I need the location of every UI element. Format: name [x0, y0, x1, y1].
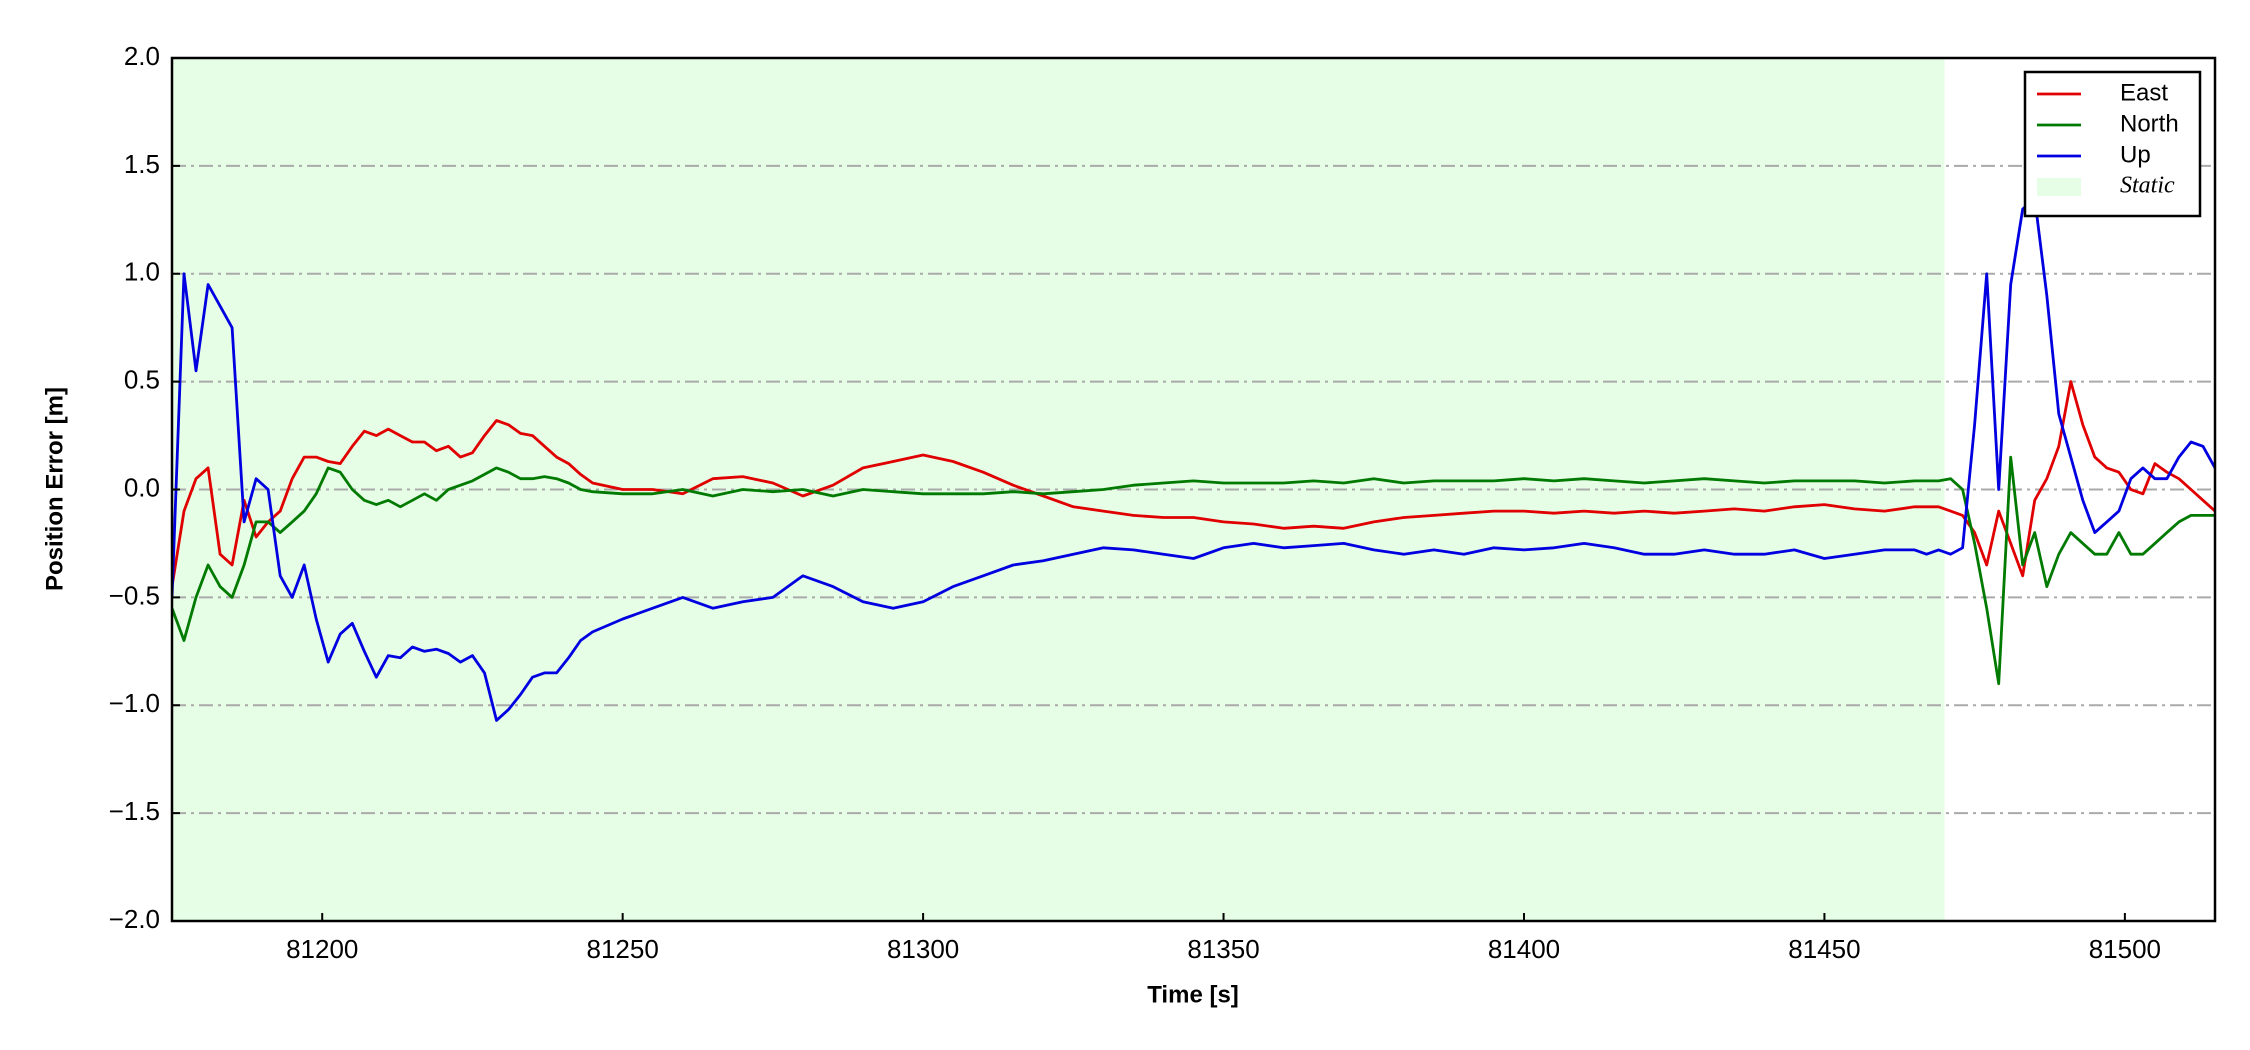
legend-text: Static [2120, 173, 2175, 199]
axes: −2.0 −1.5 −1.0 −0.5 0.0 0.5 1.0 1.5 2.0 81200 8125… [109, 41, 2161, 964]
y-tick-label: 1.0 [124, 257, 160, 287]
legend: East North Up Static [2023, 70, 2202, 218]
y-tick-label: −1.0 [109, 688, 160, 718]
y-tick-label: 1.5 [124, 149, 160, 179]
x-tick-label: 81350 [1187, 934, 1259, 964]
lines [172, 196, 2215, 722]
x-tick-label: 81200 [286, 934, 358, 964]
x-axis-label: Time [s] [1147, 981, 1239, 1008]
y-tick-label: 0.5 [124, 365, 160, 395]
x-tick-label: 81250 [587, 934, 659, 964]
legend-text: East [2120, 79, 2168, 106]
legend-text: Up [2120, 141, 2151, 168]
series-line [172, 196, 2215, 722]
y-tick-label: −1.5 [109, 796, 160, 826]
y-tick-label: −0.5 [109, 580, 160, 610]
y-axis-label: Position Error [m] [41, 387, 68, 591]
x-tick-label: 81500 [2089, 934, 2161, 964]
legend-text: North [2120, 110, 2179, 137]
x-tick-label: 81300 [887, 934, 959, 964]
legend-patch [2037, 178, 2081, 196]
x-tick-label: 81450 [1788, 934, 1860, 964]
y-tick-label: 2.0 [124, 41, 160, 71]
series-line [172, 455, 2215, 686]
y-tick-label: 0.0 [124, 472, 160, 502]
y-tick-label: −2.0 [109, 904, 160, 934]
x-tick-label: 81400 [1488, 934, 1560, 964]
